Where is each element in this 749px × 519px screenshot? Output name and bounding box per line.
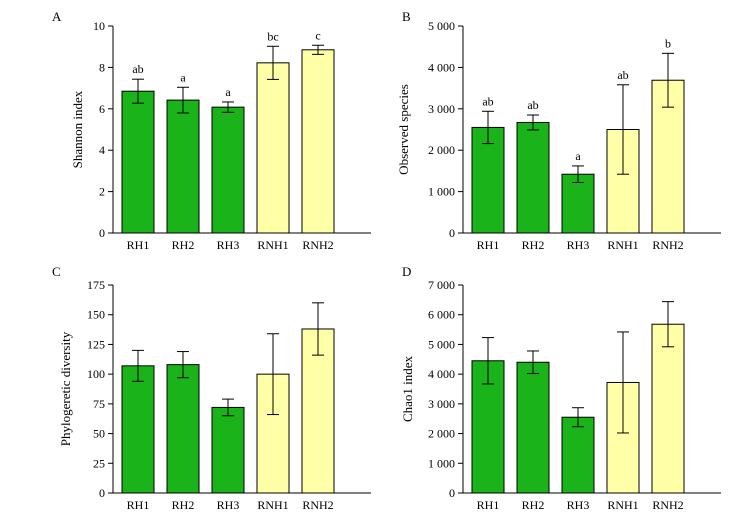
y-tick-label: 0 — [99, 226, 105, 240]
x-tick-label: RH1 — [477, 498, 500, 512]
bar-rh2 — [516, 121, 550, 234]
x-tick-label: RH2 — [522, 238, 545, 252]
bar-rh3 — [561, 416, 595, 494]
x-tick-label: RH3 — [567, 238, 590, 252]
panel-letter: D — [402, 264, 411, 279]
x-tick-label: RNH2 — [652, 238, 683, 252]
y-tick-label: 3 000 — [428, 102, 455, 116]
bar-rh3 — [211, 406, 245, 494]
x-tick-label: RNH2 — [302, 238, 333, 252]
significance-letter: a — [575, 149, 581, 163]
x-tick-label: RH1 — [127, 498, 150, 512]
y-tick-label: 6 — [99, 102, 105, 116]
bar-rnh2 — [651, 323, 685, 494]
significance-letter: bc — [267, 29, 278, 43]
y-axis-title: Chao1 index — [400, 355, 415, 422]
y-tick-label: 1 000 — [428, 456, 455, 470]
y-tick-label: 2 000 — [428, 143, 455, 157]
y-tick-label: 0 — [99, 486, 105, 500]
x-tick-label: RH2 — [172, 498, 195, 512]
bar-rh2 — [166, 99, 200, 234]
y-tick-label: 5 000 — [428, 19, 455, 33]
significance-letter: ab — [132, 62, 143, 76]
y-tick-label: 50 — [93, 427, 105, 441]
bar-rh1 — [121, 365, 155, 494]
bar-rh2 — [166, 364, 200, 494]
y-tick-label: 0 — [449, 226, 455, 240]
x-tick-label: RNH2 — [302, 498, 333, 512]
y-tick-label: 4 — [99, 143, 105, 157]
y-tick-label: 4 000 — [428, 367, 455, 381]
x-tick-label: RH2 — [172, 238, 195, 252]
x-tick-label: RNH2 — [652, 498, 683, 512]
x-tick-label: RNH1 — [257, 498, 288, 512]
y-tick-label: 3 000 — [428, 397, 455, 411]
x-tick-label: RH2 — [522, 498, 545, 512]
bar-rnh2 — [301, 328, 335, 494]
panel-letter: A — [52, 9, 62, 24]
x-tick-label: RNH1 — [257, 238, 288, 252]
y-tick-label: 175 — [87, 278, 105, 292]
chart-panel-a: A Shannon index 0 2 4 6 8 10 RH1 ab RH2 a RH3 a RNH1 bc… — [52, 9, 371, 252]
y-tick-label: 150 — [87, 308, 105, 322]
y-tick-label: 25 — [93, 456, 105, 470]
bar-rnh1 — [256, 62, 290, 234]
y-tick-label: 1 000 — [428, 185, 455, 199]
y-tick-label: 2 — [99, 185, 105, 199]
y-tick-label: 0 — [449, 486, 455, 500]
significance-letter: b — [665, 36, 671, 50]
panel-letter: B — [402, 9, 411, 24]
bar-rnh2 — [301, 49, 335, 234]
y-tick-label: 100 — [87, 367, 105, 381]
x-tick-label: RH3 — [567, 498, 590, 512]
x-tick-label: RNH1 — [607, 238, 638, 252]
chart-panel-d: D Chao1 index 0 1 000 2 000 3 000 4 000 5 000 6 … — [400, 264, 721, 512]
panel-letter: C — [52, 264, 61, 279]
y-tick-label: 7 000 — [428, 278, 455, 292]
chart-panel-b: B Observed species 0 1 000 2 000 3 000 4 000 5 … — [396, 9, 721, 252]
bar-rh1 — [471, 126, 505, 234]
bar-rh3 — [561, 173, 595, 234]
x-tick-label: RH3 — [217, 238, 240, 252]
significance-letter: ab — [527, 98, 538, 112]
y-tick-label: 8 — [99, 60, 105, 74]
y-tick-label: 75 — [93, 397, 105, 411]
bar-rh1 — [121, 90, 155, 234]
x-tick-label: RH1 — [127, 238, 150, 252]
significance-letter: ab — [482, 94, 493, 108]
bar-rh2 — [516, 361, 550, 494]
chart-panel-c: C Phylogeretic diversity 0 25 50 75 100 125 150 1… — [52, 264, 371, 512]
y-axis-title: Shannon index — [70, 90, 85, 168]
y-tick-label: 125 — [87, 337, 105, 351]
x-tick-label: RH3 — [217, 498, 240, 512]
x-tick-label: RNH1 — [607, 498, 638, 512]
bar-rh3 — [211, 106, 245, 234]
y-tick-label: 10 — [93, 19, 105, 33]
y-tick-label: 5 000 — [428, 337, 455, 351]
y-tick-label: 2 000 — [428, 427, 455, 441]
significance-letter: ab — [617, 68, 628, 82]
y-axis-title: Phylogeretic diversity — [58, 331, 73, 446]
y-tick-label: 4 000 — [428, 60, 455, 74]
significance-letter: a — [225, 85, 231, 99]
x-tick-label: RH1 — [477, 238, 500, 252]
y-tick-label: 6 000 — [428, 308, 455, 322]
significance-letter: a — [180, 70, 186, 84]
y-axis-title: Observed species — [396, 84, 411, 175]
significance-letter: c — [315, 28, 320, 42]
